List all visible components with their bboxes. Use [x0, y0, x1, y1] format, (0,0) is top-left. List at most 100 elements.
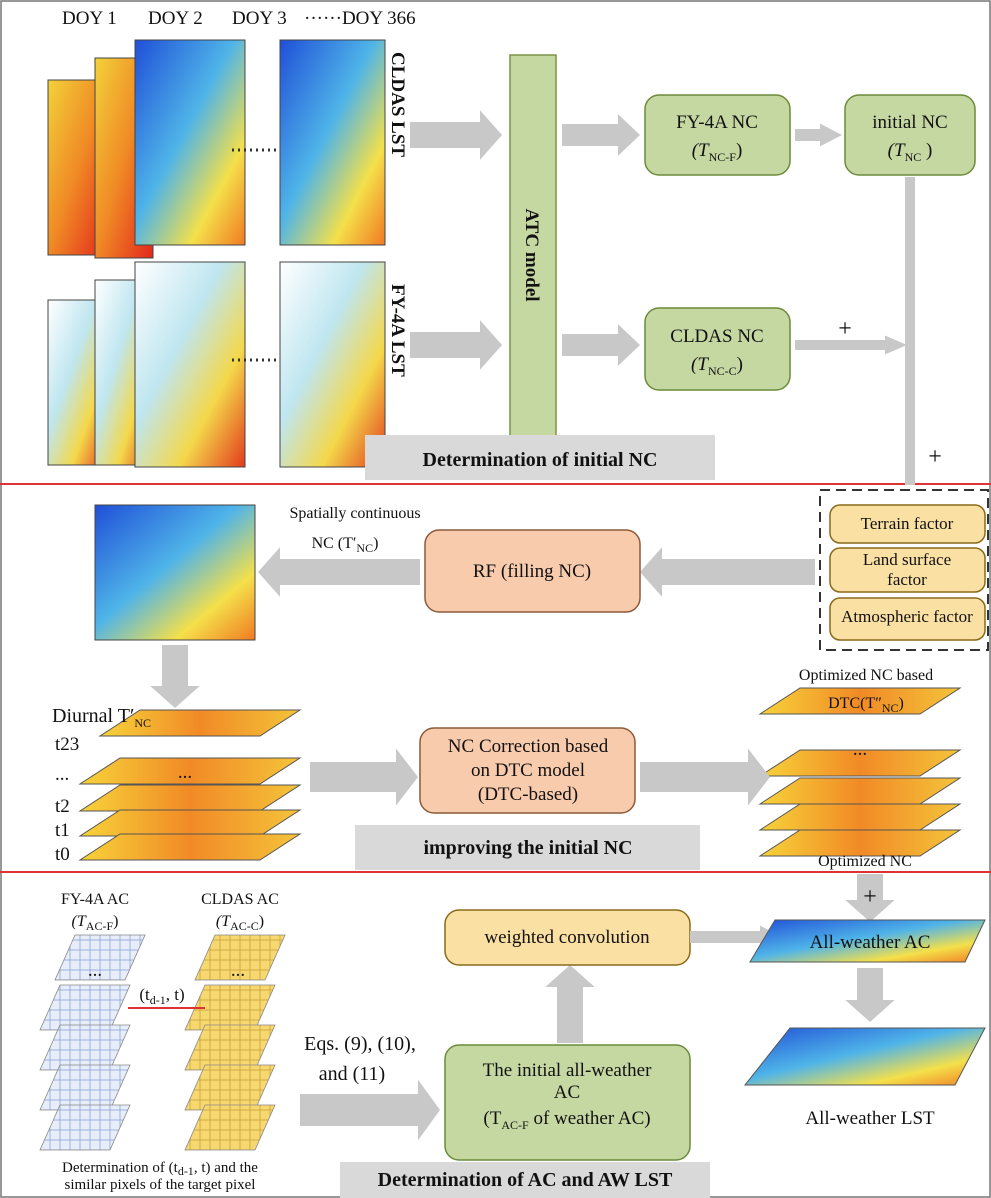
formula-suffix: )	[736, 140, 742, 161]
layer-image	[80, 834, 300, 860]
atc-model-label: ATC model	[521, 208, 542, 301]
formula-suffix: )	[373, 535, 378, 552]
optimized-caption: Optimized NC based	[799, 667, 933, 684]
doy-label: DOY 1	[62, 8, 117, 29]
formula-subscript: NC	[882, 701, 899, 715]
layer-image	[760, 804, 960, 830]
section-title: Determination of initial NC	[423, 449, 658, 471]
time-label: ...	[55, 764, 69, 785]
formula-prefix: (T	[216, 913, 231, 930]
arrow	[300, 1080, 440, 1141]
node-label: The initial all-weather	[483, 1060, 652, 1081]
formula-prefix: Diurnal T′	[52, 705, 134, 727]
layer-image	[80, 785, 300, 811]
diagram: DOY 1 DOY 2 DOY 3 ······DOY 366 CLDAS LS…	[0, 0, 991, 1198]
formula-suffix: )	[259, 913, 264, 930]
formula-subscript: AC-F	[86, 919, 114, 933]
factor-label: Terrain factor	[861, 514, 954, 533]
node-label: CLDAS NC	[670, 326, 763, 347]
pixel-grid	[185, 1105, 275, 1150]
section-title: improving the initial NC	[423, 837, 632, 859]
formula-suffix: of weather AC)	[529, 1108, 651, 1129]
formula-suffix: )	[737, 354, 743, 375]
time-label: t1	[55, 820, 70, 841]
note: similar pixels of the target pixel	[65, 1177, 256, 1193]
formula-subscript: NC-F	[709, 150, 737, 164]
diurnal-label: Diurnal T′NC	[52, 705, 151, 730]
arrow	[640, 749, 770, 806]
pixel-grid	[40, 1065, 130, 1110]
doy-label: ······DOY 366	[304, 8, 416, 29]
formula-subscript: NC	[134, 716, 151, 730]
plus-sign: +	[863, 884, 877, 910]
node-label: on DTC model	[471, 760, 585, 781]
arrow	[258, 547, 420, 596]
note: Determination of (td-1, t) and the	[62, 1160, 258, 1178]
node-label: RF (filling NC)	[473, 561, 591, 582]
arrow	[795, 124, 842, 147]
equation-label: Eqs. (9), (10),	[304, 1033, 416, 1055]
map-caption: NC (T′NC)	[312, 535, 379, 555]
node-label: (DTC-based)	[478, 784, 578, 805]
map-caption: Spatially continuous	[289, 505, 420, 522]
plus-sign: +	[838, 316, 852, 342]
formula-prefix: (T	[888, 140, 906, 161]
map-caption: All-weather LST	[805, 1108, 935, 1129]
formula-suffix: )	[899, 695, 904, 712]
arrow	[410, 320, 502, 369]
formula-subscript: NC	[905, 150, 922, 164]
layer-dots: ...	[853, 739, 867, 760]
time-label: t23	[55, 734, 79, 755]
arrow	[845, 968, 894, 1022]
formula-prefix: DTC(T″	[828, 695, 882, 712]
formula-suffix: )	[921, 140, 932, 161]
formula-prefix: (t	[139, 985, 150, 1004]
factor-line: factor	[887, 570, 927, 589]
formula-subscript: d-1	[178, 1164, 194, 1178]
equation-label: and (11)	[319, 1063, 385, 1085]
map-image	[280, 40, 385, 245]
node-label: AC	[554, 1082, 580, 1103]
formula-prefix: (T	[483, 1108, 501, 1129]
node-label: NC Correction based	[448, 736, 609, 757]
arrow	[310, 749, 418, 806]
doy-label: DOY 3	[232, 8, 287, 29]
grid-caption: (TAC-F)	[72, 913, 119, 933]
grid-caption: FY-4A AC	[61, 891, 129, 908]
doy-label: DOY 2	[148, 8, 203, 29]
formula-suffix: , t)	[166, 985, 185, 1004]
time-pair: (td-1, t)	[139, 985, 184, 1007]
formula-prefix: (T	[691, 354, 709, 375]
layer-image	[80, 810, 300, 836]
node-label: initial NC	[872, 112, 947, 133]
layer-dots: ...	[178, 762, 192, 783]
section-title: Determination of AC and AW LST	[378, 1169, 673, 1191]
layer-image	[760, 778, 960, 804]
formula-subscript: d-1	[150, 993, 166, 1007]
formula-subscript: NC-C	[708, 364, 737, 378]
map-caption: All-weather AC	[810, 932, 931, 953]
formula-prefix: (T	[72, 913, 87, 930]
pixel-grid	[185, 1065, 275, 1110]
plus-sign: +	[928, 444, 942, 470]
pixel-grid	[185, 1025, 275, 1070]
grid-caption: (TAC-C)	[216, 913, 264, 933]
time-label: t0	[55, 844, 70, 865]
cldas-lst-label: CLDAS LST	[387, 52, 408, 157]
formula-prefix: Determination of (t	[62, 1160, 179, 1176]
arrow	[640, 547, 815, 596]
grid-caption: CLDAS AC	[201, 891, 279, 908]
node-label: weighted convolution	[484, 927, 650, 948]
formula-prefix: (T	[692, 140, 710, 161]
arrow	[905, 177, 915, 485]
pixel-grid	[40, 985, 130, 1030]
arrow	[150, 645, 199, 708]
map-image	[745, 1028, 985, 1085]
arrow	[562, 324, 640, 366]
formula-suffix: , t) and the	[194, 1160, 258, 1176]
formula-prefix: NC (T′	[312, 535, 357, 552]
arrow	[545, 965, 594, 1043]
pixel-grid	[40, 1105, 130, 1150]
layer-dots: ...	[231, 960, 245, 981]
fy4a-lst-label: FY-4A LST	[387, 284, 408, 377]
